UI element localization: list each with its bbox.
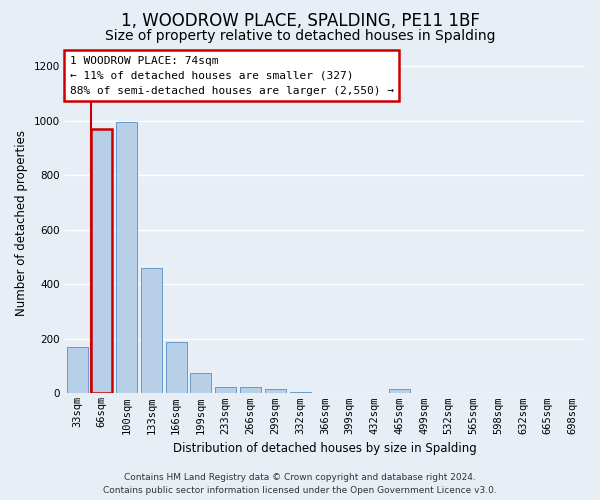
Bar bbox=[215, 386, 236, 394]
Text: 1 WOODROW PLACE: 74sqm
← 11% of detached houses are smaller (327)
88% of semi-de: 1 WOODROW PLACE: 74sqm ← 11% of detached… bbox=[70, 56, 394, 96]
Bar bbox=[240, 388, 261, 394]
Bar bbox=[190, 373, 211, 394]
Y-axis label: Number of detached properties: Number of detached properties bbox=[15, 130, 28, 316]
Bar bbox=[141, 268, 162, 394]
X-axis label: Distribution of detached houses by size in Spalding: Distribution of detached houses by size … bbox=[173, 442, 477, 455]
Text: Size of property relative to detached houses in Spalding: Size of property relative to detached ho… bbox=[105, 29, 495, 43]
Bar bbox=[67, 347, 88, 394]
Text: Contains HM Land Registry data © Crown copyright and database right 2024.
Contai: Contains HM Land Registry data © Crown c… bbox=[103, 474, 497, 495]
Bar bbox=[265, 390, 286, 394]
Text: 1, WOODROW PLACE, SPALDING, PE11 1BF: 1, WOODROW PLACE, SPALDING, PE11 1BF bbox=[121, 12, 479, 30]
Bar bbox=[91, 129, 112, 394]
Bar bbox=[116, 122, 137, 394]
Bar bbox=[166, 342, 187, 394]
Bar bbox=[290, 392, 311, 394]
Bar bbox=[389, 390, 410, 394]
